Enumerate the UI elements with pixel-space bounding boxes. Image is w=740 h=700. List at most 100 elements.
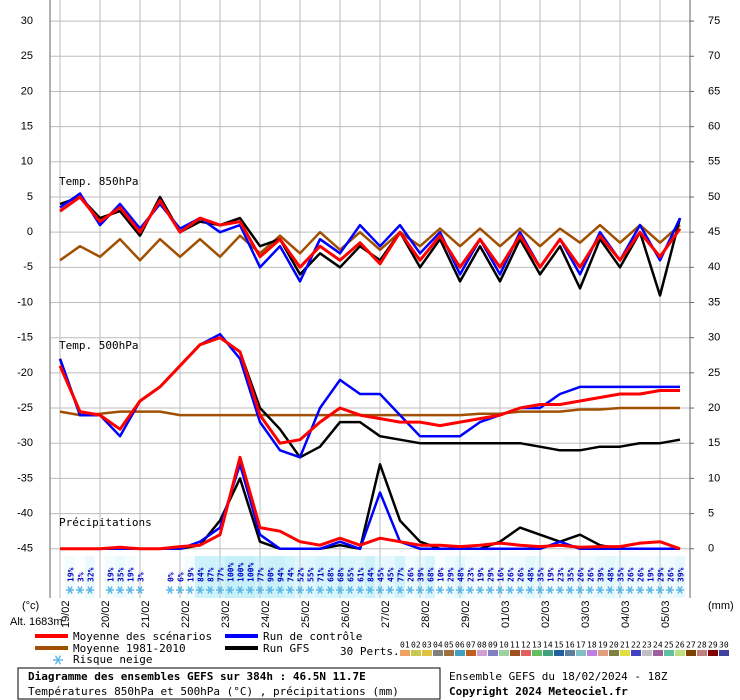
snow-icon (126, 586, 134, 594)
snow-icon (76, 586, 84, 594)
snow-icon (626, 586, 634, 594)
snow-icon-stroke (127, 586, 133, 594)
snow-icon-stroke (637, 586, 643, 594)
snow-risk-label: 35% (617, 567, 626, 582)
snow-risk-label: 26% (507, 567, 516, 582)
snow-icon-stroke (377, 586, 383, 594)
perturbation-swatch (444, 650, 454, 656)
perturbation-swatch (664, 650, 674, 656)
copyright: Copyright 2024 Meteociel.fr (449, 685, 628, 698)
y2-tick-label: 50 (708, 191, 720, 203)
snow-risk-label: 94% (277, 567, 286, 582)
perturbation-swatch (708, 650, 718, 656)
snow-risk-cell (295, 556, 305, 598)
snow-risk-cell (495, 556, 505, 598)
perturbation-label: 15 (554, 641, 564, 650)
perturbation-label: 28 (697, 641, 707, 650)
snow-risk-cell (225, 556, 235, 598)
grid: -45-40-35-30-25-20-15-10-505101520253005… (17, 0, 720, 628)
snow-icon-stroke (287, 586, 293, 594)
perturbation-label: 22 (631, 641, 641, 650)
snow-risk-label: 61% (357, 567, 366, 582)
panel-label: Temp. 850hPa (59, 175, 138, 188)
y2-tick-label: 40 (708, 261, 720, 273)
title-box (17, 667, 441, 700)
snow-icon (336, 586, 344, 594)
perturbation-label: 01 (400, 641, 410, 650)
perturbation-label: 05 (444, 641, 454, 650)
snow-risk-label: 26% (407, 567, 416, 582)
snow-risk-label: 100% (247, 563, 256, 582)
snow-icon-stroke (487, 586, 493, 594)
perturbation-swatch (609, 650, 619, 656)
snow-risk-cell (435, 556, 445, 598)
perturbation-label: 19 (598, 641, 608, 650)
perturbation-label: 09 (488, 641, 498, 650)
perturbation-label: 12 (521, 641, 531, 650)
snow-risk-cell (505, 556, 515, 598)
snow-icon (326, 586, 334, 594)
legend-label: Run de contrôle (263, 630, 362, 643)
y-tick-label: -35 (17, 472, 33, 484)
snow-risk-cell (335, 556, 345, 598)
snow-icon-stroke (247, 586, 253, 594)
snow-risk-cell (625, 556, 635, 598)
snow-icon (466, 586, 474, 594)
snow-risk-cell (235, 556, 245, 598)
snow-icon-stroke (397, 586, 403, 594)
snow-icon (616, 586, 624, 594)
x-tick-label: 26/02 (340, 600, 352, 628)
perturbation-label: 24 (653, 641, 663, 650)
snow-risk-cell (195, 556, 205, 598)
snow-risk-label: 0% (167, 572, 176, 582)
perturbation-label: 20 (609, 641, 619, 650)
perturbation-swatch (521, 650, 531, 656)
snow-risk-cell (415, 556, 425, 598)
snow-risk-cell (485, 556, 495, 598)
y-tick-label: 5 (27, 191, 33, 203)
panel-label: Temp. 500hPa (59, 339, 138, 352)
snow-risk-cell (465, 556, 475, 598)
snow-icon-stroke (347, 586, 353, 594)
snow-icon (586, 586, 594, 594)
snow-icon (186, 586, 194, 594)
y2-tick-label: 35 (708, 296, 720, 308)
snow-icon-stroke (237, 586, 243, 594)
snow-icon (496, 586, 504, 594)
y2-tick-label: 25 (708, 367, 720, 379)
y-tick-label: -45 (17, 543, 33, 555)
snow-risk-cell (255, 556, 265, 598)
snow-icon (216, 586, 224, 594)
x-tick-label: 02/03 (540, 600, 552, 628)
perturbation-swatch (697, 650, 707, 656)
snow-risk-cell (555, 556, 565, 598)
snow-risk-cell (205, 556, 215, 598)
perturbation-label: 30 (719, 641, 729, 650)
y-tick-label: 10 (21, 156, 33, 168)
snow-icon-stroke (447, 586, 453, 594)
y-tick-label: 20 (21, 85, 33, 97)
snow-icon-stroke (407, 586, 413, 594)
x-tick-label: 22/02 (180, 600, 192, 628)
snow-risk-cell (405, 556, 415, 598)
snow-icon-stroke (297, 586, 303, 594)
y2-tick-label: 45 (708, 226, 720, 238)
snow-risk-label: 35% (567, 567, 576, 582)
legend-label: Moyenne 1981-2010 (73, 642, 186, 655)
snow-icon-stroke (137, 586, 143, 594)
snow-icon (386, 586, 394, 594)
panel-label: Précipitations (59, 516, 152, 529)
snow-icon-stroke (417, 586, 423, 594)
snow-risk-label: 74% (287, 567, 296, 582)
perturbation-swatch (466, 650, 476, 656)
snow-risk-label: 19% (547, 567, 556, 582)
subtitle: Températures 850hPa et 500hPa (°C) , pré… (28, 685, 399, 698)
snow-icon-stroke (527, 586, 533, 594)
perturbation-label: 02 (411, 641, 421, 650)
snow-icon (546, 586, 554, 594)
snow-risk-label: 19% (187, 567, 196, 582)
snow-risk-cell (615, 556, 625, 598)
snow-risk-cell (525, 556, 535, 598)
snow-risk-label: 19% (127, 567, 136, 582)
